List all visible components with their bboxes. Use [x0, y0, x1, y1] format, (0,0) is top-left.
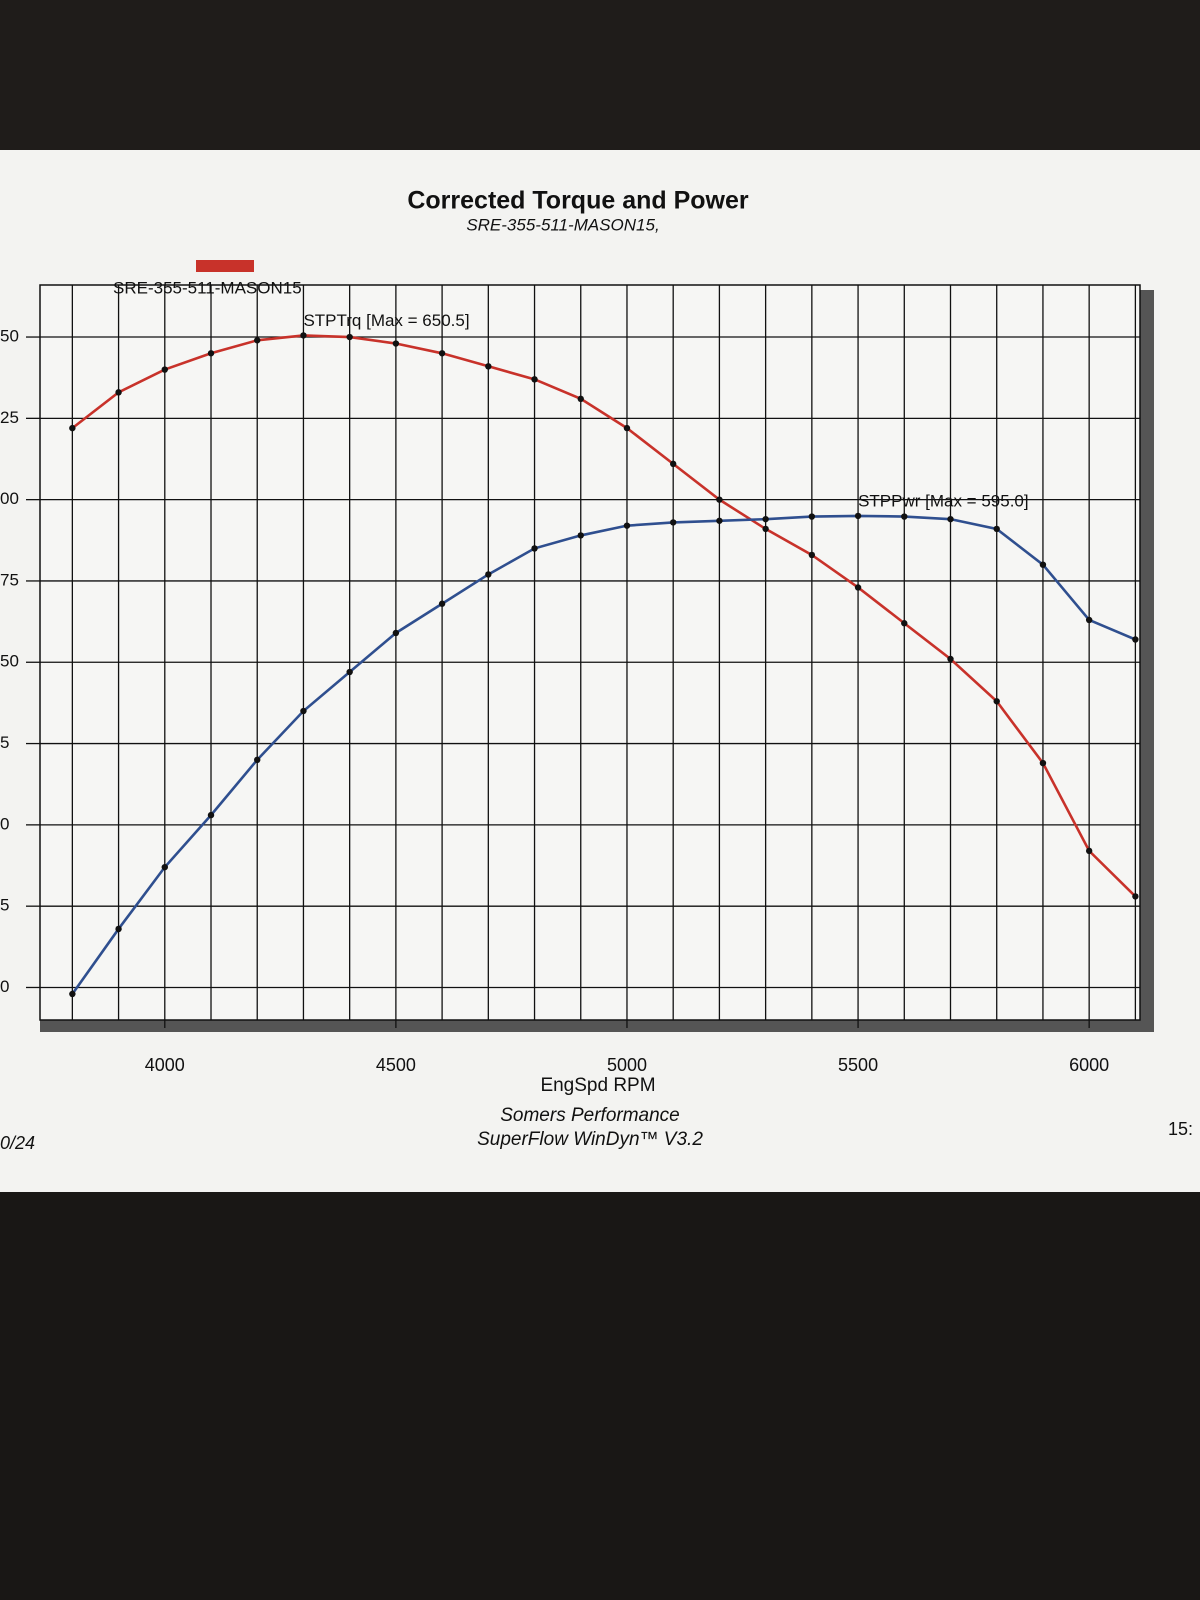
data-point: [69, 424, 76, 432]
x-axis-label: EngSpd RPM: [540, 1075, 655, 1096]
data-point: [392, 629, 400, 637]
data-point: [1132, 893, 1139, 900]
data-point: [1085, 847, 1093, 855]
legend-swatch: [196, 260, 254, 272]
footer-line: SuperFlow WinDyn™ V3.2: [477, 1129, 703, 1150]
data-point: [577, 532, 584, 539]
chart-subtitle: SRE-355-511-MASON15,: [466, 215, 659, 234]
data-point: [1039, 759, 1047, 767]
data-point: [392, 340, 400, 347]
footer-left: 0/24: [0, 1133, 35, 1153]
plot-area: [39, 284, 1141, 1021]
data-point: [207, 811, 215, 819]
y-tick-label: 5: [0, 733, 9, 752]
x-tick-label: 5000: [607, 1055, 647, 1075]
y-tick-label: 0: [0, 814, 9, 833]
x-tick-label: 4500: [376, 1055, 416, 1075]
footer-line: Somers Performance: [500, 1105, 680, 1126]
y-tick-label: 25: [0, 408, 19, 427]
data-point: [485, 571, 492, 578]
data-point: [254, 756, 261, 764]
data-point: [669, 460, 677, 468]
y-tick-label: 75: [0, 570, 19, 589]
footer-right: 15:: [1168, 1119, 1193, 1139]
data-point: [901, 620, 908, 627]
data-point: [207, 350, 215, 357]
data-point: [531, 376, 538, 383]
plot-shadow-bottom: [40, 1020, 1154, 1032]
data-point: [993, 698, 1000, 705]
data-point: [993, 525, 1000, 533]
y-tick-label: 5: [0, 896, 9, 915]
data-point: [115, 925, 122, 933]
data-point: [623, 424, 631, 432]
data-point: [1039, 561, 1047, 568]
series-label: STPPwr [Max = 595.0]: [858, 491, 1029, 510]
data-point: [346, 668, 353, 676]
series-line: [71, 334, 1137, 898]
data-point: [808, 551, 816, 559]
data-point: [808, 513, 816, 520]
background-top: [0, 0, 1200, 150]
data-point: [947, 515, 954, 523]
data-point: [438, 350, 446, 357]
data-point: [623, 522, 631, 529]
data-point: [438, 600, 446, 607]
data-point: [346, 333, 353, 341]
data-point: [901, 513, 908, 520]
data-point: [669, 519, 677, 526]
data-point: [69, 990, 76, 998]
data-point: [577, 395, 584, 403]
data-point: [485, 363, 492, 370]
x-tick-label: 6000: [1069, 1055, 1109, 1075]
data-point: [854, 584, 862, 591]
data-point: [762, 525, 769, 533]
background-bottom: [0, 1192, 1200, 1600]
x-tick-label: 5500: [838, 1055, 878, 1075]
series-line: [71, 514, 1136, 995]
data-point: [716, 517, 723, 524]
data-point: [854, 512, 862, 520]
y-tick-label: 50: [0, 652, 19, 671]
data-point: [161, 863, 168, 871]
y-tick-label: 00: [0, 489, 19, 508]
plot-shadow-right: [1140, 290, 1154, 1030]
chart-title: Corrected Torque and Power: [407, 187, 749, 215]
data-point: [762, 515, 769, 523]
data-point: [300, 707, 307, 715]
series-label: STPTrq [Max = 650.5]: [303, 311, 469, 330]
y-tick-label: 0: [0, 977, 9, 996]
data-point: [254, 337, 261, 344]
data-point: [1132, 636, 1139, 643]
data-point: [161, 366, 168, 373]
data-point: [716, 496, 723, 503]
y-tick-label: 50: [0, 327, 19, 346]
data-point: [300, 332, 307, 339]
data-point: [115, 389, 122, 396]
data-point: [947, 655, 954, 663]
x-tick-label: 4000: [145, 1055, 185, 1075]
data-point: [1085, 616, 1093, 624]
legend-label: SRE-355-511-MASON15: [113, 278, 302, 297]
data-point: [531, 545, 538, 552]
